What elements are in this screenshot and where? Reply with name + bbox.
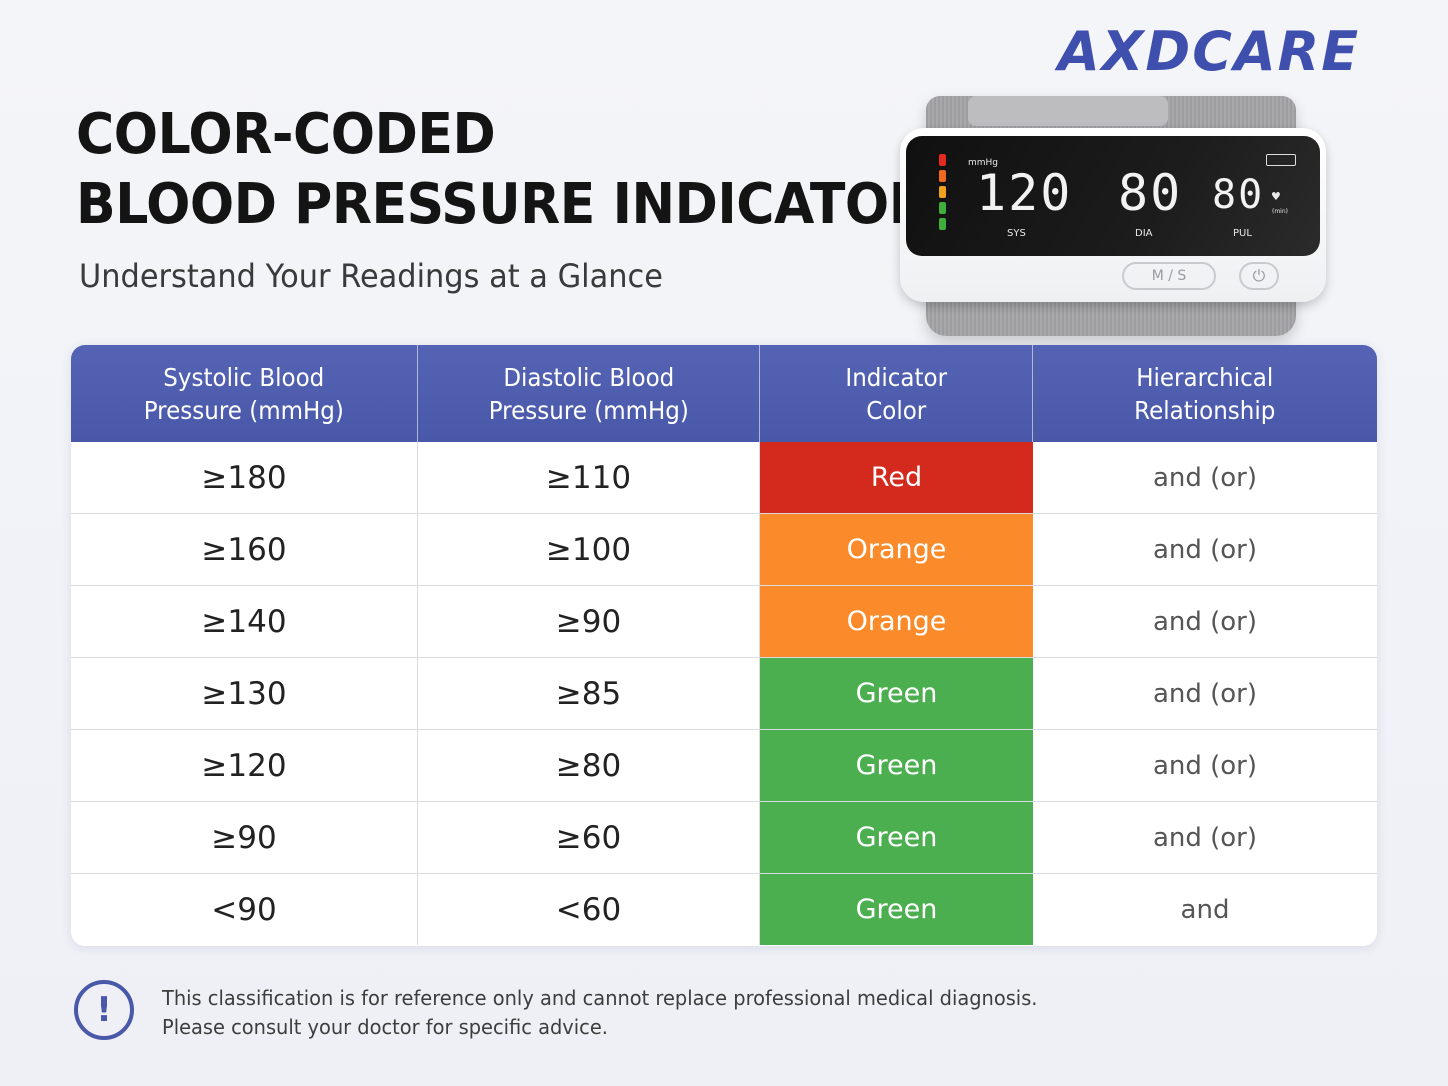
table-row: ≥160 ≥100 Orange and (or) <box>71 514 1377 586</box>
indicator-color-cell: Green <box>760 802 1033 873</box>
pul-label: PUL <box>1233 228 1252 239</box>
bp-monitor-image: mmHg 120 SYS 80 DIA 80 ♥ (min) PUL M / S… <box>898 96 1328 340</box>
memory-select-button: M / S <box>1122 262 1216 290</box>
indicator-segment <box>939 218 946 230</box>
battery-icon <box>1266 154 1296 166</box>
relationship-cell: and (or) <box>1152 678 1258 709</box>
diastolic-cell: ≥85 <box>418 658 760 729</box>
indicator-color-cell: Green <box>760 658 1033 729</box>
header-indicator-color: Indicator Color <box>760 345 1033 442</box>
systolic-cell: ≥120 <box>71 730 418 801</box>
indicator-color-cell: Green <box>760 730 1033 801</box>
table-row: ≥140 ≥90 Orange and (or) <box>71 586 1377 658</box>
title-line-1: COLOR-CODED <box>76 102 496 167</box>
relationship-cell: and (or) <box>1152 750 1258 781</box>
header-diastolic: Diastolic Blood Pressure (mmHg) <box>418 345 760 442</box>
page-title: COLOR-CODED BLOOD PRESSURE INDICATOR <box>76 100 929 240</box>
systolic-cell: ≥160 <box>71 514 418 585</box>
sys-reading: 120 <box>976 164 1073 222</box>
indicator-segment <box>939 186 946 198</box>
color-indicator-bar <box>939 154 947 234</box>
indicator-segment <box>939 202 946 214</box>
diastolic-cell: ≥60 <box>418 802 760 873</box>
dia-label: DIA <box>1135 228 1153 239</box>
systolic-cell: ≥90 <box>71 802 418 873</box>
indicator-segment <box>939 154 946 166</box>
table-row: ≥90 ≥60 Green and (or) <box>71 802 1377 874</box>
indicator-color-cell: Red <box>760 442 1033 513</box>
diastolic-cell: ≥90 <box>418 586 760 657</box>
monitor-screen: mmHg 120 SYS 80 DIA 80 ♥ (min) PUL <box>906 136 1320 256</box>
cuff-strap <box>968 96 1168 126</box>
diastolic-cell: ≥80 <box>418 730 760 801</box>
heart-icon: ♥ <box>1271 190 1281 203</box>
table-row: ≥130 ≥85 Green and (or) <box>71 658 1377 730</box>
page-subtitle: Understand Your Readings at a Glance <box>79 257 663 295</box>
table-row: <90 <60 Green and <box>71 874 1377 945</box>
relationship-cell: and (or) <box>1152 462 1258 493</box>
table-row: ≥120 ≥80 Green and (or) <box>71 730 1377 802</box>
diastolic-cell: <60 <box>418 874 760 945</box>
systolic-cell: <90 <box>71 874 418 945</box>
table-body: ≥180 ≥110 Red and (or) ≥160 ≥100 Orange and (or… <box>71 442 1377 945</box>
systolic-cell: ≥130 <box>71 658 418 729</box>
relationship-cell: and (or) <box>1152 822 1258 853</box>
pul-reading: 80 <box>1212 172 1265 218</box>
header-hierarchical-relationship: Hierarchical Relationship <box>1134 362 1276 425</box>
power-icon: ⏻ <box>1239 262 1279 290</box>
sys-label: SYS <box>1007 228 1026 239</box>
indicator-segment <box>939 170 946 182</box>
relationship-cell: and <box>1180 894 1230 925</box>
disclaimer-note: This classification is for reference onl… <box>162 984 1037 1042</box>
table-header: Systolic Blood Pressure (mmHg) Diastolic… <box>71 345 1377 442</box>
diastolic-cell: ≥110 <box>418 442 760 513</box>
diastolic-cell: ≥100 <box>418 514 760 585</box>
disclaimer-line-1: This classification is for reference onl… <box>162 986 1038 1010</box>
pul-unit-label: (min) <box>1272 208 1288 215</box>
exclamation-icon: ! <box>74 980 134 1040</box>
indicator-color-cell: Orange <box>760 514 1033 585</box>
unit-label: mmHg <box>968 158 999 168</box>
systolic-cell: ≥140 <box>71 586 418 657</box>
bp-classification-table: Systolic Blood Pressure (mmHg) Diastolic… <box>71 345 1377 946</box>
table-row: ≥180 ≥110 Red and (or) <box>71 442 1377 514</box>
relationship-cell: and (or) <box>1152 534 1258 565</box>
header-systolic: Systolic Blood Pressure (mmHg) <box>71 345 418 442</box>
relationship-cell: and (or) <box>1152 606 1258 637</box>
systolic-cell: ≥180 <box>71 442 418 513</box>
title-line-2: BLOOD PRESSURE INDICATOR <box>76 172 929 237</box>
disclaimer-line-2: Please consult your doctor for specific … <box>162 1015 608 1039</box>
indicator-color-cell: Green <box>760 874 1033 945</box>
indicator-color-cell: Orange <box>760 586 1033 657</box>
dia-reading: 80 <box>1118 164 1183 222</box>
brand-logo: AXDCARE <box>1058 20 1361 83</box>
